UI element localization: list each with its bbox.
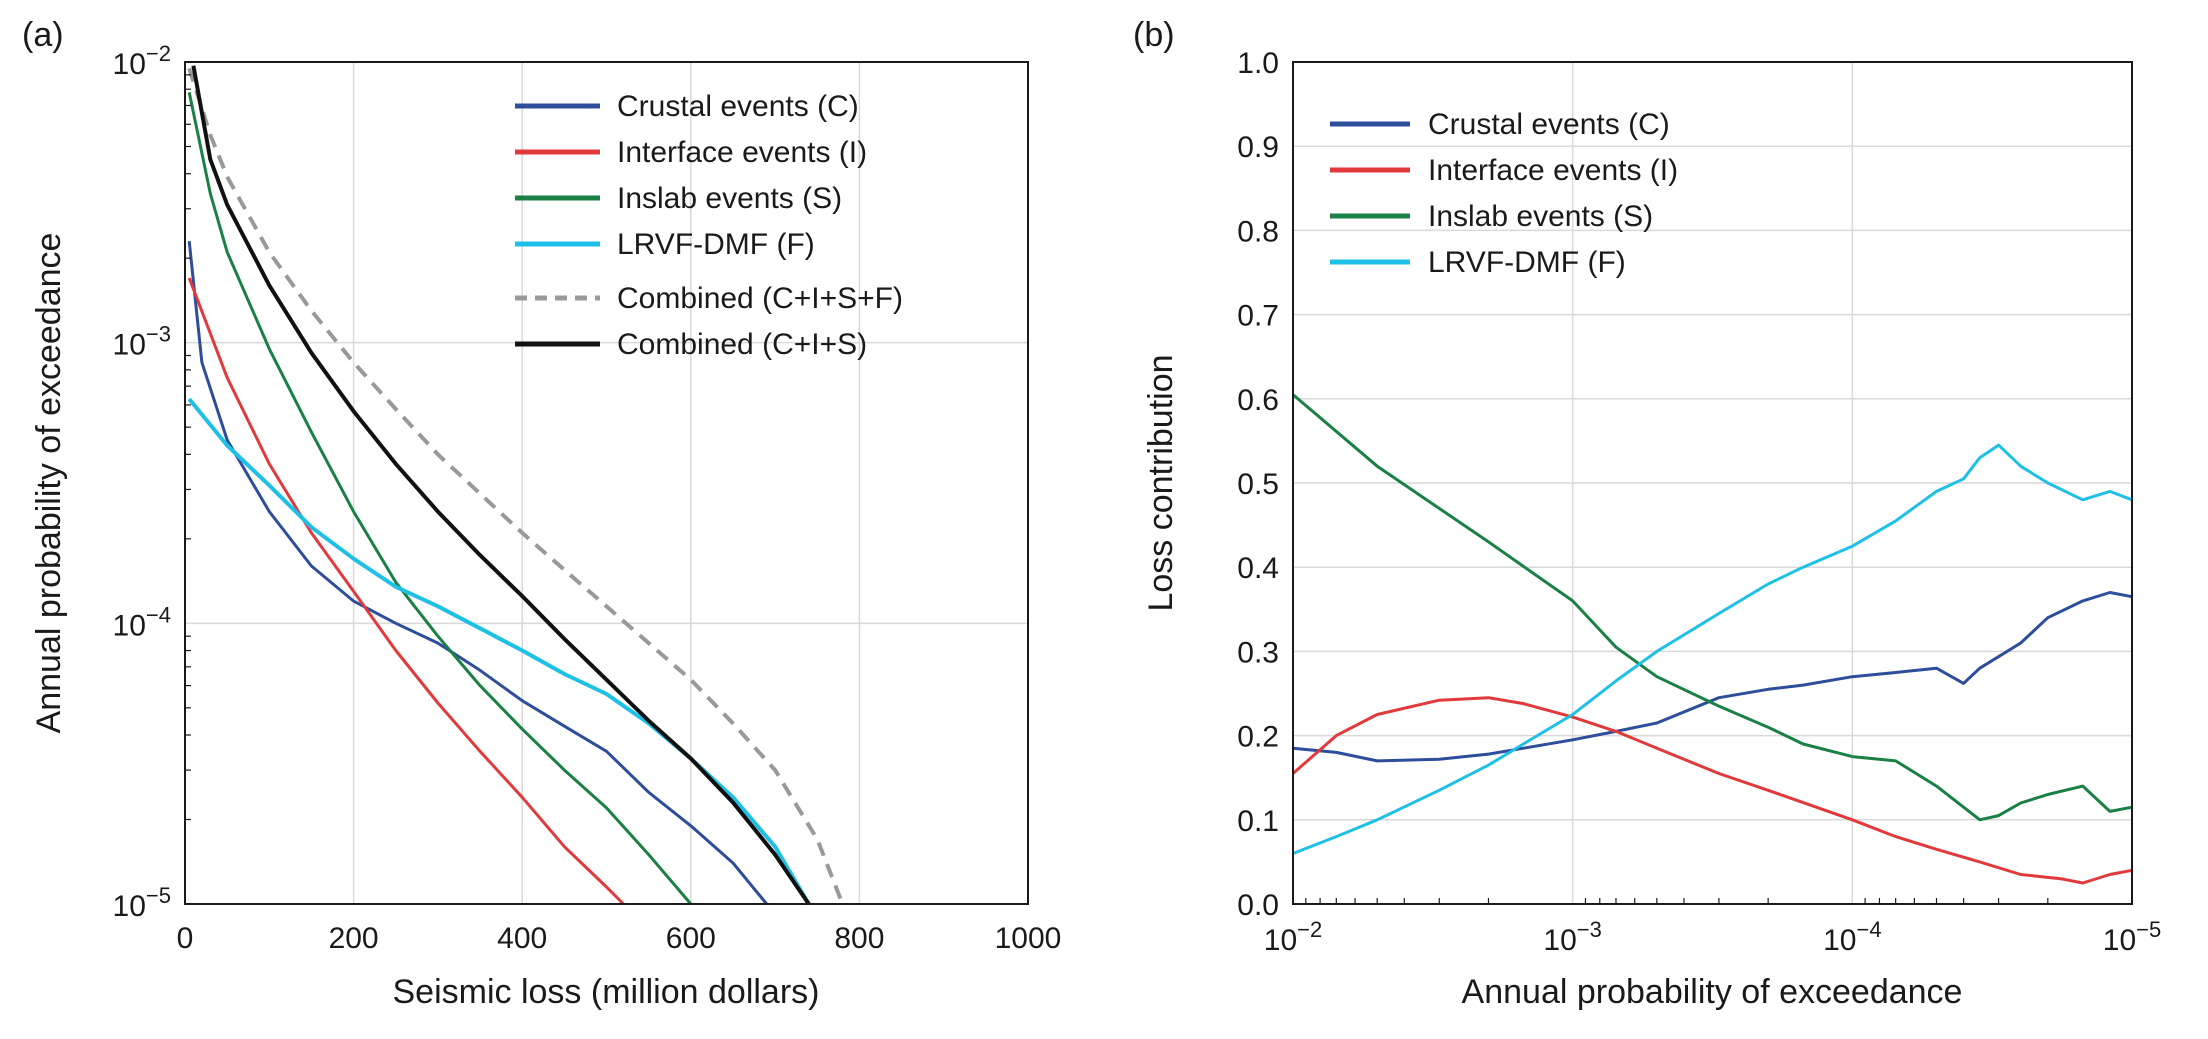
x-tick-label: 10−4	[1823, 917, 1881, 957]
series-line-lrvf-dmf-f	[187, 397, 811, 906]
x-tick-label: 1000	[995, 922, 1062, 955]
grid-a	[185, 62, 1028, 904]
grid-b	[1293, 62, 2132, 904]
legend-b: Crustal events (C) Interface events (I) In…	[1330, 108, 1678, 279]
series-group-a	[187, 65, 845, 906]
legend-label-combined-c-i-s: Combined (C+I+S)	[617, 328, 867, 361]
y-ticks-b: 0.0 0.1 0.2 0.3 0.4 0.5 0.6 0.7 0.8 0.9 1.0	[1237, 47, 1279, 922]
chart-panel-b: (b) 10−2 10−3 10−4 10−5 0.00.10.20.30.40.50…	[1133, 16, 2161, 1011]
y-tick-label: 0.3	[1237, 636, 1279, 669]
series-line-crustal-events-c	[187, 240, 768, 905]
x-tick-label: 800	[834, 922, 884, 955]
y-tick-label: 10−3	[113, 322, 171, 362]
series-line-inslab-events-s	[187, 91, 692, 905]
y-tick-label: 0.1	[1237, 805, 1279, 838]
y-tick-label: 1.0	[1237, 47, 1279, 80]
x-tick-label: 200	[329, 922, 379, 955]
y-tick-label: 0.2	[1237, 721, 1279, 754]
y-tick-label: 0.5	[1237, 468, 1279, 501]
series-line-lrvf-dmf-f	[1292, 443, 2133, 855]
legend-label-inslab-events-s: Inslab events (S)	[617, 182, 842, 215]
legend-label-inslab-events-s: Inslab events (S)	[1428, 200, 1653, 233]
chart-panel-a: (a) 0 200 400 600 800 1000 10−5 10−4 10−3 10−2 S…	[22, 16, 1061, 1011]
y-tick-label: 0.0	[1237, 889, 1279, 922]
series-line-combined-c-i-s	[191, 65, 811, 906]
series-group-b	[1292, 393, 2133, 885]
y-tick-label: 0.7	[1237, 300, 1279, 333]
x-ticks-b: 10−2 10−3 10−4 10−5	[1264, 898, 2161, 957]
legend-label-lrvf-dmf-f: LRVF-DMF (F)	[1428, 246, 1626, 279]
series-line-crustal-events-c	[1292, 591, 2133, 763]
panel-label-b: (b)	[1133, 16, 1175, 54]
legend-label-crustal-events-c: Crustal events (C)	[1428, 108, 1670, 141]
series-line-combined-c-i-s-f	[187, 67, 845, 905]
plot-frame-b	[1292, 61, 2133, 905]
series-line-interface-events-i	[187, 277, 625, 906]
y-tick-label: 0.9	[1237, 131, 1279, 164]
y-tick-label: 0.6	[1237, 384, 1279, 417]
y-ticks-a: 10−5 10−4 10−3 10−2	[113, 41, 191, 923]
x-axis-label-a: Seismic loss (million dollars)	[393, 973, 820, 1011]
legend-label-lrvf-dmf-f: LRVF-DMF (F)	[617, 228, 815, 261]
x-tick-label: 600	[666, 922, 716, 955]
y-tick-label: 10−2	[113, 41, 171, 81]
x-tick-label: 10−5	[2103, 917, 2161, 957]
y-tick-label: 10−5	[113, 883, 171, 923]
y-tick-label: 0.8	[1237, 215, 1279, 248]
legend-label-interface-events-i: Interface events (I)	[1428, 154, 1678, 187]
x-ticks-a: 0 200 400 600 800 1000	[177, 922, 1062, 955]
x-axis-label-b: Annual probability of exceedance	[1462, 973, 1963, 1011]
y-axis-label-a: Annual probability of exceedance	[30, 233, 68, 734]
x-tick-label: 10−2	[1264, 917, 1322, 957]
series-line-interface-events-i	[1292, 696, 2133, 885]
legend-a: Crustal events (C) Interface events (I) In…	[515, 90, 903, 361]
y-axis-label-b: Loss contribution	[1142, 354, 1180, 611]
legend-label-combined-c-i-s-f: Combined (C+I+S+F)	[617, 282, 903, 315]
x-tick-label: 10−3	[1543, 917, 1601, 957]
legend-label-interface-events-i: Interface events (I)	[617, 136, 867, 169]
panel-label-a: (a)	[22, 16, 64, 54]
legend-label-crustal-events-c: Crustal events (C)	[617, 90, 859, 123]
x-tick-label: 400	[497, 922, 547, 955]
x-tick-label: 0	[177, 922, 194, 955]
series-line-inslab-events-s	[1292, 393, 2133, 822]
plot-frame-a	[184, 61, 1029, 905]
y-tick-label: 10−4	[113, 602, 171, 642]
y-tick-label: 0.4	[1237, 552, 1279, 585]
